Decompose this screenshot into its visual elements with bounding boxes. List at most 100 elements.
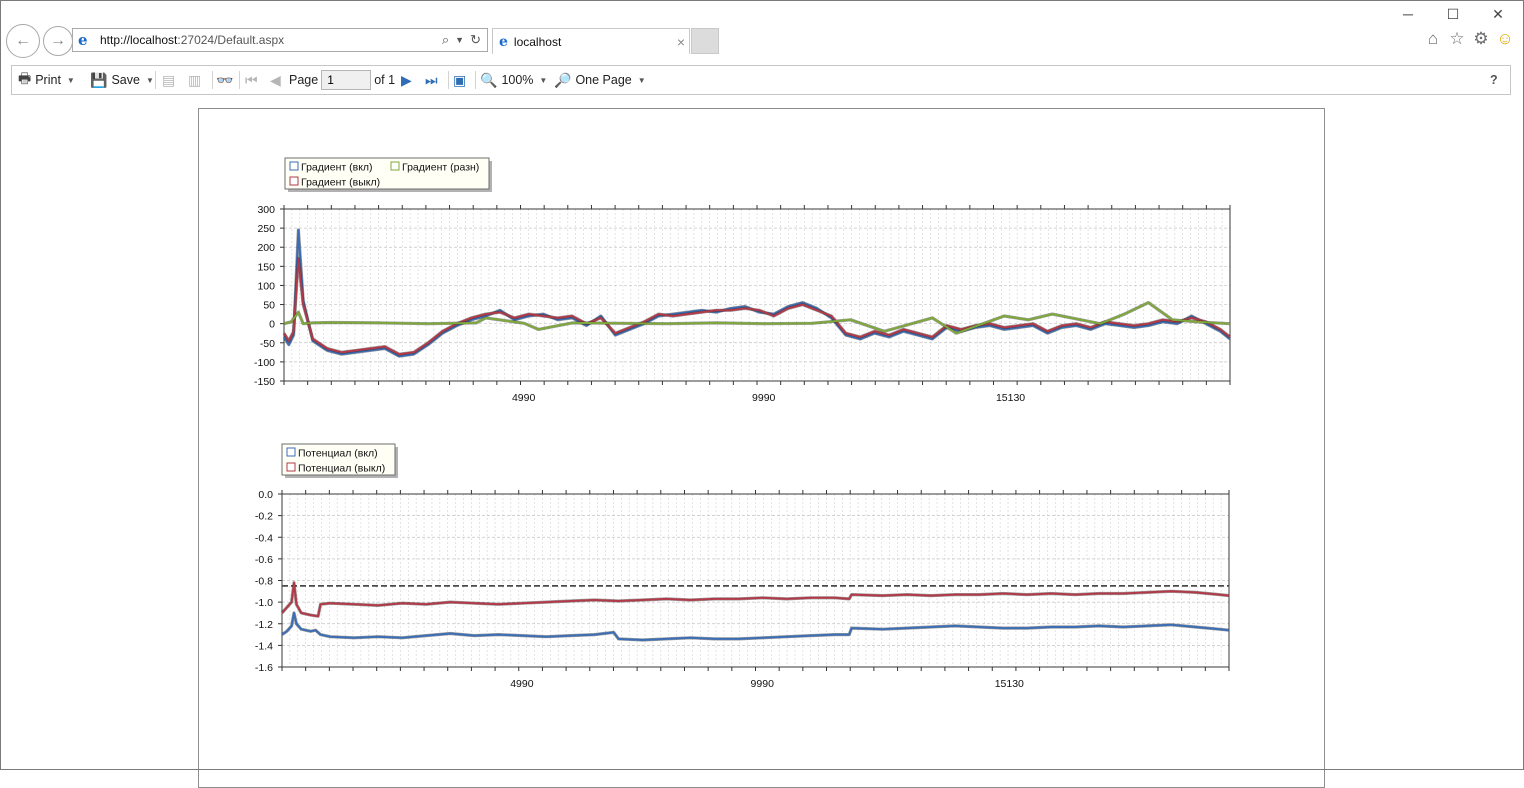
maximize-button[interactable]: ☐: [1446, 6, 1460, 22]
y-tick-label: -1.0: [255, 597, 273, 609]
series-line-Градиент (разн): [283, 301, 1231, 335]
save-disk-icon: 💾: [90, 71, 108, 88]
print-button[interactable]: 🖶 Print ▼: [18, 66, 75, 94]
toolbar-separator: [239, 71, 240, 89]
ie-page-icon: e: [78, 31, 88, 49]
legend-label-potential-on: Потенциал (вкл): [298, 448, 378, 460]
dropdown-arrow-icon[interactable]: ▼: [455, 35, 465, 45]
forward-arrow-icon: →: [50, 32, 66, 49]
y-tick-label: 0.0: [258, 489, 273, 501]
legend-label-gradient-on: Градиент (вкл): [301, 162, 373, 174]
y-tick-label: -1.2: [255, 619, 273, 631]
refresh-icon[interactable]: ↻: [470, 32, 481, 47]
y-tick-label: 50: [263, 300, 275, 312]
page-zoom-icon: 🔎: [554, 71, 572, 88]
toolbar-separator: [212, 71, 213, 89]
page-number-input[interactable]: [321, 70, 372, 90]
y-tick-label: 250: [257, 223, 275, 235]
back-button[interactable]: ←: [6, 24, 40, 58]
print-layout-button[interactable]: ▣: [453, 66, 470, 94]
parameters-button[interactable]: ▥: [188, 66, 205, 94]
y-tick-label: -50: [260, 338, 275, 350]
y-tick-label: 200: [257, 242, 275, 254]
x-tick-label: 9990: [752, 392, 776, 404]
y-tick-label: -1.4: [255, 640, 273, 652]
last-page-icon: ⏭: [425, 71, 438, 88]
series-line-Градиент (вкл): [283, 229, 1231, 358]
print-label: Print: [35, 73, 61, 87]
plot-frame: [281, 493, 1230, 668]
gradient-legend: Градиент (вкл) Градиент (разн) Градиент …: [284, 157, 492, 192]
home-icon[interactable]: ⌂: [1427, 29, 1439, 48]
printer-icon: 🖶: [18, 70, 32, 86]
print-layout-icon: ▣: [453, 71, 467, 88]
document-map-button[interactable]: ▤: [162, 66, 179, 94]
save-button[interactable]: 💾 Save ▼: [90, 66, 154, 94]
first-page-button[interactable]: ⏮: [245, 66, 262, 94]
back-arrow-icon: ←: [15, 32, 31, 49]
toolbar-separator: [155, 71, 156, 89]
legend-label-potential-off: Потенциал (выкл): [298, 463, 385, 475]
page-label: Page: [289, 73, 319, 87]
y-tick-label: -100: [254, 357, 275, 369]
legend-label-gradient-diff: Градиент (разн): [402, 162, 479, 174]
legend-swatch-potential-on: [286, 447, 296, 457]
report-toolbar: 🖶 Print ▼ 💾 Save ▼ ▤ ▥ 👓 ⏮ ◀ Page of 1 ▶…: [11, 65, 1511, 95]
page-count-label: of 1: [374, 73, 396, 87]
legend-swatch-gradient-off: [289, 176, 299, 186]
legend-swatch-gradient-on: [289, 161, 299, 171]
zoom-dropdown-icon: ▼: [539, 75, 548, 85]
prev-page-icon: ◀: [270, 71, 281, 88]
x-tick-label: 15130: [996, 392, 1025, 404]
potential-legend: Потенциал (вкл) Потенциал (выкл): [281, 443, 398, 478]
binoculars-icon: 👓: [216, 71, 234, 88]
next-page-button[interactable]: ▶: [401, 66, 416, 94]
legend-swatch-gradient-diff: [390, 161, 400, 171]
zoom-label: 100%: [501, 73, 534, 87]
browser-tab-localhost[interactable]: e localhost ×: [492, 28, 690, 54]
forward-button[interactable]: →: [43, 26, 73, 56]
y-tick-label: -0.2: [255, 511, 273, 523]
report-charts: Градиент (вкл) Градиент (разн) Градиент …: [254, 157, 1232, 690]
series-line-Градиент (выкл): [283, 257, 1231, 356]
toolbar-separator: [475, 71, 476, 89]
favorites-star-icon[interactable]: ☆: [1449, 29, 1465, 48]
y-tick-label: -0.8: [255, 576, 273, 588]
legend-swatch-potential-off: [286, 462, 296, 472]
series-line-Потенциал (выкл): [281, 581, 1230, 618]
minimize-button[interactable]: ─: [1403, 6, 1413, 22]
ie-tab-icon: e: [499, 33, 508, 50]
y-tick-label: 100: [257, 280, 275, 292]
address-bar[interactable]: e http://localhost:27024/Default.aspx ⌕ …: [72, 28, 488, 52]
series-line-Потенциал (вкл): [281, 611, 1230, 641]
magnifier-icon: 🔍: [480, 71, 498, 88]
new-tab-button[interactable]: [691, 28, 719, 54]
x-tick-label: 9990: [751, 678, 775, 690]
y-tick-label: -0.4: [255, 532, 273, 544]
potential-chart: 0.0 -0.2 -0.4 -0.6 -0.8 -1.0 -1.2 -1.4 -1.6 4990 9…: [255, 489, 1230, 690]
x-tick-label: 15130: [995, 678, 1024, 690]
clipboard-icon: ▥: [188, 71, 202, 88]
next-page-icon: ▶: [401, 71, 412, 88]
view-mode-dropdown-icon: ▼: [637, 75, 646, 85]
view-mode-label: One Page: [575, 73, 632, 87]
y-tick-label: 0: [269, 319, 275, 331]
tab-close-icon[interactable]: ×: [676, 33, 685, 50]
settings-gear-icon[interactable]: ⚙: [1473, 29, 1489, 48]
feedback-smiley-icon[interactable]: ☺: [1496, 29, 1514, 48]
print-dropdown-icon: ▼: [66, 75, 75, 85]
tab-title: localhost: [513, 34, 562, 49]
find-button[interactable]: 👓: [216, 66, 237, 94]
search-icon[interactable]: ⌕: [441, 32, 450, 47]
zoom-dropdown[interactable]: 🔍 100% ▼: [480, 66, 547, 94]
first-page-icon: ⏮: [245, 71, 258, 88]
document-icon: ▤: [162, 71, 176, 88]
view-mode-dropdown[interactable]: 🔎 One Page ▼: [554, 66, 646, 94]
x-tick-label: 4990: [510, 678, 534, 690]
url-text: http://localhost:27024/Default.aspx: [100, 33, 285, 47]
prev-page-button[interactable]: ◀: [270, 66, 285, 94]
last-page-button[interactable]: ⏭: [425, 66, 442, 94]
close-window-button[interactable]: ✕: [1492, 6, 1504, 22]
save-label: Save: [111, 73, 140, 87]
help-button[interactable]: ?: [1490, 73, 1498, 87]
